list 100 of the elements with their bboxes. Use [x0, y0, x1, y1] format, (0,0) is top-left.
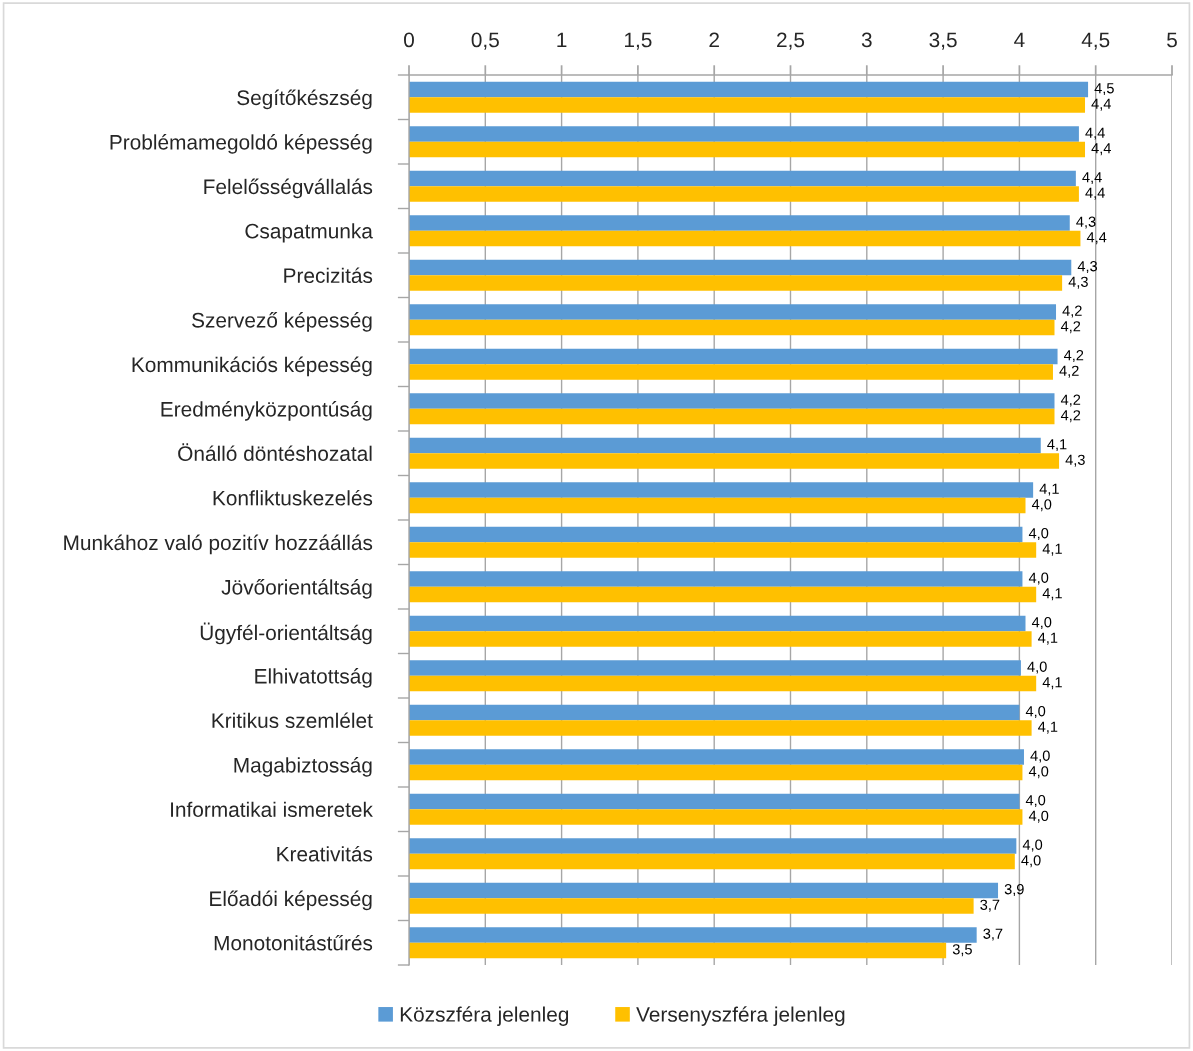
- x-tick-label: 5: [1167, 32, 1177, 48]
- bar: [409, 319, 1055, 336]
- data-label: 4,1: [1047, 439, 1067, 452]
- bar: [409, 304, 1057, 320]
- bar: [409, 898, 974, 914]
- data-label: 4,4: [1085, 127, 1105, 140]
- data-label: 4,3: [1076, 216, 1096, 229]
- bar: [409, 749, 1024, 765]
- data-label: 4,0: [1025, 706, 1046, 719]
- x-tick-label: 1,5: [625, 32, 652, 50]
- y-tick-label: Monotonitástűrés: [214, 934, 373, 951]
- data-label: 4,3: [1077, 261, 1098, 274]
- y-tick-label: Önálló döntéshozatal: [178, 443, 372, 461]
- bar: [409, 437, 1041, 454]
- y-tick-label: Precizitás: [284, 267, 373, 283]
- y-tick-label: Konfliktuskezelés: [213, 489, 373, 506]
- bar: [409, 660, 1021, 676]
- data-label: 4,0: [1027, 661, 1047, 674]
- data-label: 4,3: [1068, 276, 1088, 289]
- data-label: 4,0: [1031, 617, 1052, 630]
- data-label: 4,1: [1038, 721, 1058, 734]
- y-tick-label: Csapatmunka: [245, 223, 373, 243]
- data-label: 4,1: [1042, 588, 1062, 601]
- bar: [409, 482, 1034, 498]
- data-label: 4,0: [1031, 499, 1052, 512]
- data-label: 4,4: [1091, 98, 1111, 111]
- bar: [409, 215, 1070, 231]
- data-label: 4,5: [1094, 83, 1114, 96]
- legend-label: Versenyszféra jelenleg: [636, 1006, 845, 1026]
- data-label: 4,1: [1042, 543, 1062, 556]
- bar: [409, 393, 1055, 409]
- data-label: 4,4: [1082, 172, 1102, 185]
- data-label: 4,0: [1028, 528, 1049, 541]
- bar: [409, 631, 1032, 647]
- data-label: 4,4: [1086, 232, 1107, 245]
- bar: [409, 453, 1060, 469]
- data-label: 4,1: [1038, 632, 1058, 645]
- bar: [409, 542, 1037, 558]
- bar: [409, 704, 1020, 721]
- bar: [409, 571, 1023, 587]
- y-tick-label: Ügyfél-orientáltság: [200, 622, 372, 645]
- bar: [409, 838, 1017, 854]
- bar: [409, 230, 1081, 247]
- y-tick-label: Előadói képesség: [210, 890, 372, 911]
- y-tick-label: Szervező képesség: [192, 312, 372, 332]
- y-tick-label: Magabiztosság: [234, 757, 372, 777]
- bar: [409, 720, 1032, 736]
- y-tick-label: Eredményközpontúság: [161, 401, 372, 421]
- y-tick-label: Informatikai ismeretek: [171, 801, 373, 817]
- x-tick-label: 4,5: [1081, 32, 1110, 50]
- y-tick-label: Problémamegoldó képesség: [110, 134, 372, 154]
- data-label: 4,0: [1028, 766, 1049, 779]
- bar: [409, 942, 947, 959]
- x-tick-label: 1: [557, 32, 567, 48]
- bar: [409, 186, 1079, 202]
- x-tick-label: 3,5: [929, 32, 957, 50]
- data-label: 4,2: [1059, 365, 1079, 378]
- bar: [409, 170, 1076, 187]
- x-tick-label: 4: [1014, 32, 1025, 48]
- bar: [409, 497, 1026, 514]
- bar: [409, 882, 999, 899]
- y-tick-label: Munkához való pozitív hozzáállás: [64, 534, 373, 555]
- bar: [409, 348, 1058, 365]
- x-tick-label: 0,5: [471, 32, 499, 50]
- bar: [409, 97, 1086, 113]
- bar: [409, 408, 1055, 425]
- bar: [409, 927, 977, 943]
- bar: [409, 81, 1089, 98]
- bar: [409, 809, 1023, 825]
- bar: [409, 526, 1023, 543]
- bar: [409, 126, 1079, 142]
- bar: [409, 259, 1072, 276]
- data-label: 3,7: [980, 899, 1000, 912]
- y-tick-label: Felelősségvállalás: [204, 178, 373, 199]
- y-tick-label: Kritikus szemlélet: [212, 712, 373, 728]
- data-label: 4,4: [1091, 143, 1111, 156]
- data-label: 4,4: [1085, 187, 1105, 200]
- data-label: 4,1: [1039, 483, 1059, 496]
- x-tick-label: 0: [404, 32, 414, 48]
- data-label: 4,2: [1060, 321, 1081, 334]
- data-label: 4,0: [1028, 572, 1049, 585]
- bar: [409, 275, 1063, 291]
- data-label: 3,7: [983, 928, 1003, 941]
- bar: [409, 364, 1053, 380]
- bar: [409, 853, 1015, 870]
- data-label: 4,2: [1062, 305, 1082, 318]
- x-tick-label: 2,5: [777, 32, 805, 50]
- legend-label: Közszféra jelenleg: [400, 1006, 569, 1026]
- data-label: 4,2: [1060, 410, 1081, 423]
- bar: [409, 586, 1037, 603]
- data-label: 4,1: [1042, 677, 1062, 690]
- data-label: 4,0: [1022, 839, 1043, 852]
- x-tick-label: 3: [861, 32, 872, 48]
- data-label: 4,3: [1065, 454, 1085, 467]
- y-tick-label: Kommunikációs képesség: [132, 356, 372, 377]
- data-label: 4,0: [1021, 855, 1041, 868]
- y-tick-label: Kreativitás: [277, 845, 373, 862]
- data-label: 3,9: [1004, 884, 1024, 897]
- data-label: 4,0: [1030, 750, 1050, 763]
- data-label: 4,0: [1028, 810, 1049, 823]
